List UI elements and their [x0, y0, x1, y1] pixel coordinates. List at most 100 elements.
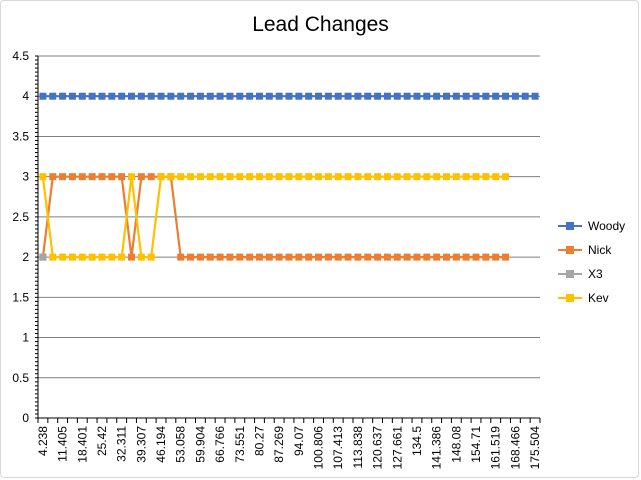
data-point-woody	[354, 92, 362, 100]
x-tick-label: 25.42	[95, 426, 109, 456]
data-point-kev	[206, 173, 214, 181]
data-point-kev	[423, 173, 431, 181]
data-point-kev	[177, 173, 185, 181]
data-point-woody	[128, 92, 136, 100]
data-point-kev	[137, 253, 145, 261]
data-point-nick	[255, 253, 263, 261]
data-point-kev	[49, 253, 57, 261]
data-point-nick	[137, 173, 145, 181]
data-point-kev	[295, 173, 303, 181]
y-tick-label: 4	[22, 89, 29, 103]
data-point-nick	[433, 253, 441, 261]
data-point-nick	[364, 253, 372, 261]
data-point-woody	[472, 92, 480, 100]
data-point-kev	[324, 173, 332, 181]
data-point-nick	[442, 253, 450, 261]
data-point-nick	[315, 253, 323, 261]
data-point-kev	[413, 173, 421, 181]
data-point-nick	[177, 253, 185, 261]
x-tick-label: 100.806	[312, 426, 326, 470]
data-point-kev	[334, 173, 342, 181]
data-point-kev	[442, 173, 450, 181]
legend-swatch-nick	[558, 245, 582, 255]
x-tick-label: 127.661	[390, 426, 404, 470]
data-point-kev	[118, 253, 126, 261]
data-point-kev	[39, 173, 47, 181]
data-point-nick	[413, 253, 421, 261]
data-point-nick	[246, 253, 254, 261]
data-point-kev	[315, 173, 323, 181]
data-point-kev	[226, 173, 234, 181]
data-point-kev	[285, 173, 293, 181]
data-point-woody	[521, 92, 529, 100]
data-point-woody	[137, 92, 145, 100]
data-point-kev	[305, 173, 313, 181]
data-point-woody	[88, 92, 96, 100]
data-point-kev	[374, 173, 382, 181]
data-point-woody	[423, 92, 431, 100]
x-tick-label: 53.058	[174, 426, 188, 463]
y-tick-label: 1.5	[12, 290, 29, 304]
legend-swatch-kev	[558, 293, 582, 303]
data-point-woody	[531, 92, 539, 100]
data-point-nick	[324, 253, 332, 261]
x-tick-label: 46.194	[154, 426, 168, 463]
chart-legend: Woody Nick X3 Kev	[558, 214, 625, 310]
data-point-woody	[108, 92, 116, 100]
data-point-nick	[305, 253, 313, 261]
x-tick-label: 73.551	[233, 426, 247, 463]
data-point-nick	[393, 253, 401, 261]
data-point-woody	[78, 92, 86, 100]
y-tick-label: 0	[22, 411, 29, 425]
x-tick-label: 59.904	[193, 426, 207, 463]
data-point-kev	[492, 173, 500, 181]
data-point-kev	[157, 173, 165, 181]
data-point-kev	[502, 173, 510, 181]
data-point-kev	[236, 173, 244, 181]
data-point-woody	[413, 92, 421, 100]
data-point-woody	[216, 92, 224, 100]
data-point-kev	[433, 173, 441, 181]
legend-item-x3: X3	[558, 262, 625, 286]
data-point-woody	[246, 92, 254, 100]
data-point-kev	[364, 173, 372, 181]
data-point-kev	[275, 173, 283, 181]
data-point-nick	[275, 253, 283, 261]
data-point-woody	[403, 92, 411, 100]
data-point-nick	[59, 173, 67, 181]
data-point-woody	[502, 92, 510, 100]
data-point-nick	[187, 253, 195, 261]
data-point-woody	[68, 92, 76, 100]
data-point-kev	[167, 173, 175, 181]
data-point-woody	[305, 92, 313, 100]
data-point-kev	[98, 253, 106, 261]
data-point-woody	[98, 92, 106, 100]
x-tick-label: 113.838	[351, 426, 365, 469]
data-point-woody	[344, 92, 352, 100]
data-point-woody	[334, 92, 342, 100]
x-tick-label: 94.07	[292, 426, 306, 456]
data-point-woody	[364, 92, 372, 100]
x-tick-label: 120.637	[371, 426, 385, 470]
x-tick-label: 134.5	[410, 426, 424, 456]
data-point-kev	[187, 173, 195, 181]
data-point-woody	[324, 92, 332, 100]
data-point-woody	[433, 92, 441, 100]
data-point-nick	[118, 173, 126, 181]
data-point-woody	[482, 92, 490, 100]
x-tick-label: 18.401	[75, 426, 89, 463]
data-point-woody	[255, 92, 263, 100]
chart-title: Lead Changes	[252, 13, 389, 36]
data-point-nick	[374, 253, 382, 261]
data-point-nick	[49, 173, 57, 181]
data-point-woody	[118, 92, 126, 100]
data-point-kev	[246, 173, 254, 181]
x-tick-label: 141.386	[430, 426, 444, 470]
data-point-kev	[472, 173, 480, 181]
data-point-woody	[452, 92, 460, 100]
data-point-woody	[157, 92, 165, 100]
data-point-kev	[59, 253, 67, 261]
data-point-kev	[482, 173, 490, 181]
